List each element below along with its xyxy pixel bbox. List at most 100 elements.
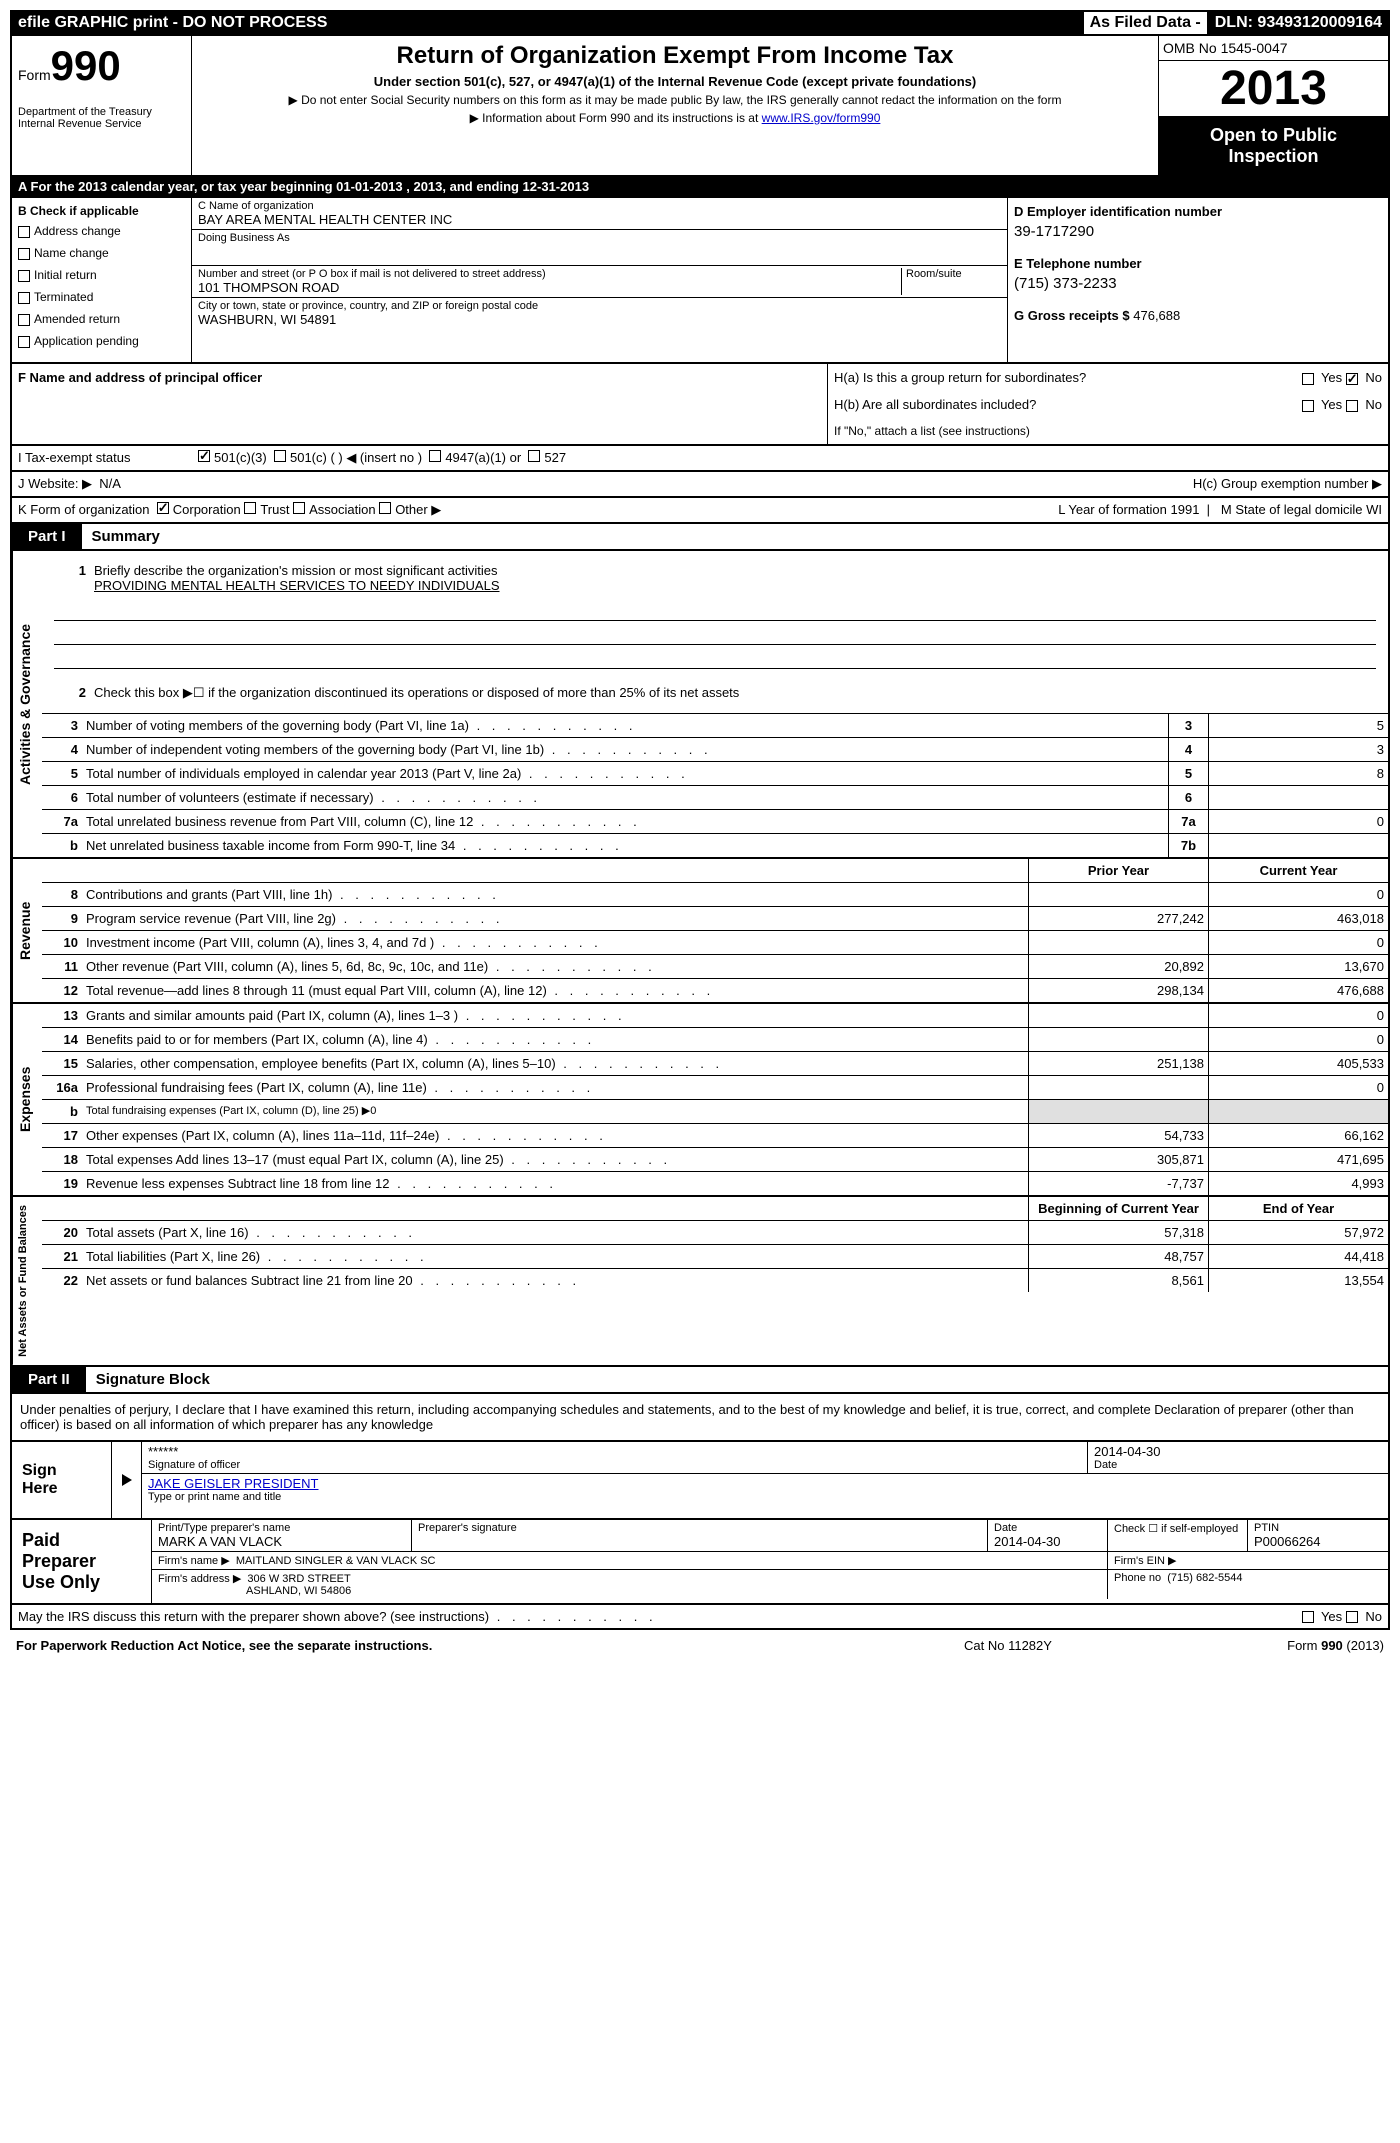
firm-address: 306 W 3RD STREET [247,1573,350,1585]
officer-name: JAKE GEISLER PRESIDENT [148,1476,1382,1491]
netassets-section: Net Assets or Fund Balances Beginning of… [10,1197,1390,1367]
table-row: 15Salaries, other compensation, employee… [42,1052,1388,1076]
chk-address-change[interactable] [18,226,30,238]
unrelated-revenue: 0 [1208,810,1388,833]
firm-phone: (715) 682-5544 [1167,1572,1242,1584]
chk-501c3[interactable] [198,450,210,462]
omb-number: OMB No 1545-0047 [1159,36,1388,61]
irs-link[interactable]: www.IRS.gov/form990 [762,111,881,125]
col-h-group: H(a) Is this a group return for subordin… [828,364,1388,444]
employees: 8 [1208,762,1388,785]
table-row: bTotal fundraising expenses (Part IX, co… [42,1100,1388,1124]
city-state-zip: WASHBURN, WI 54891 [198,312,336,327]
section-fh: F Name and address of principal officer … [10,364,1390,446]
header-left: Form990 Department of the Treasury Inter… [12,36,192,175]
officer-signature: ****** [148,1444,1081,1459]
chk-trust[interactable] [244,502,256,514]
table-row: 17Other expenses (Part IX, column (A), l… [42,1124,1388,1148]
chk-discuss-yes[interactable] [1302,1611,1314,1623]
chk-discuss-no[interactable] [1346,1611,1358,1623]
col-f-officer: F Name and address of principal officer [12,364,828,444]
form-subtitle: Under section 501(c), 527, or 4947(a)(1)… [198,74,1152,89]
street-address: 101 THOMPSON ROAD [198,280,339,295]
table-row: 22Net assets or fund balances Subtract l… [42,1269,1388,1292]
section-bcd: B Check if applicable Address change Nam… [10,198,1390,364]
form-instr2: ▶ Information about Form 990 and its ins… [198,111,1152,125]
chk-501c[interactable] [274,450,286,462]
expenses-section: Expenses 13Grants and similar amounts pa… [10,1004,1390,1197]
unrelated-taxable [1208,834,1388,857]
gross-receipts: 476,688 [1133,308,1180,323]
col-b-checkboxes: B Check if applicable Address change Nam… [12,198,192,362]
header-right: OMB No 1545-0047 2013 Open to PublicInsp… [1158,36,1388,175]
chk-initial-return[interactable] [18,270,30,282]
website-val: N/A [99,476,121,492]
table-row: 10Investment income (Part VIII, column (… [42,931,1388,955]
line-k-formorg: K Form of organization Corporation Trust… [10,498,1390,524]
col-d-ein: D Employer identification number 39-1717… [1008,198,1388,362]
sig-date: 2014-04-30 [1094,1444,1382,1459]
chk-hb-no[interactable] [1346,400,1358,412]
independent-members: 3 [1208,738,1388,761]
chk-terminated[interactable] [18,292,30,304]
form-header: Form990 Department of the Treasury Inter… [10,36,1390,177]
table-row: 8Contributions and grants (Part VIII, li… [42,883,1388,907]
paid-preparer-label: PaidPreparerUse Only [12,1520,152,1603]
chk-name-change[interactable] [18,248,30,260]
revenue-section: Revenue Prior Year Current Year 8Contrib… [10,859,1390,1004]
state-domicile: M State of legal domicile WI [1221,502,1382,517]
chk-other[interactable] [379,502,391,514]
line-i-exempt: I Tax-exempt status 501(c)(3) 501(c) ( )… [10,446,1390,472]
chk-assoc[interactable] [293,502,305,514]
firm-city: ASHLAND, WI 54806 [246,1585,351,1597]
part-i-header: Part I Summary [10,524,1390,551]
table-row: 18Total expenses Add lines 13–17 (must e… [42,1148,1388,1172]
table-row: 21Total liabilities (Part X, line 26)48,… [42,1245,1388,1269]
org-name: BAY AREA MENTAL HEALTH CENTER INC [198,212,452,227]
volunteers [1208,786,1388,809]
dept-treasury: Department of the Treasury [18,106,185,118]
table-row: 20Total assets (Part X, line 16)57,31857… [42,1221,1388,1245]
table-row: 12Total revenue—add lines 8 through 11 (… [42,979,1388,1002]
open-inspection: Open to PublicInspection [1159,117,1388,175]
sig-perjury: Under penalties of perjury, I declare th… [10,1394,1390,1442]
chk-corp[interactable] [157,502,169,514]
chk-ha-no[interactable] [1346,373,1358,385]
voting-members: 5 [1208,714,1388,737]
irs-label: Internal Revenue Service [18,118,185,130]
line-a-period: A For the 2013 calendar year, or tax yea… [10,177,1390,198]
telephone: (715) 373-2233 [1014,275,1382,292]
table-row: 9Program service revenue (Part VIII, lin… [42,907,1388,931]
chk-hb-yes[interactable] [1302,400,1314,412]
table-row: 19Revenue less expenses Subtract line 18… [42,1172,1388,1195]
ptin: P00066264 [1254,1534,1382,1549]
chk-application-pending[interactable] [18,336,30,348]
table-row: 11Other revenue (Part VIII, column (A), … [42,955,1388,979]
page-footer: For Paperwork Reduction Act Notice, see … [10,1630,1390,1661]
top-bar: efile GRAPHIC print - DO NOT PROCESS As … [10,10,1390,36]
table-row: 14Benefits paid to or for members (Part … [42,1028,1388,1052]
table-row: 13Grants and similar amounts paid (Part … [42,1004,1388,1028]
chk-4947[interactable] [429,450,441,462]
sign-here-label: SignHere [12,1442,112,1518]
paid-preparer-block: PaidPreparerUse Only Print/Type preparer… [10,1520,1390,1605]
preparer-name: MARK A VAN VLACK [158,1534,405,1549]
table-row: 16aProfessional fundraising fees (Part I… [42,1076,1388,1100]
ein: 39-1717290 [1014,223,1382,240]
chk-ha-yes[interactable] [1302,373,1314,385]
firm-name: MAITLAND SINGLER & VAN VLACK SC [236,1555,436,1567]
chk-527[interactable] [528,450,540,462]
chk-amended[interactable] [18,314,30,326]
governance-section: Activities & Governance 1 Briefly descri… [10,551,1390,859]
prep-date: 2014-04-30 [994,1534,1101,1549]
mission-text: PROVIDING MENTAL HEALTH SERVICES TO NEED… [94,578,500,593]
year-formation: L Year of formation 1991 [1058,502,1199,517]
part-ii-header: Part II Signature Block [10,1367,1390,1394]
topbar-dln: DLN: 93493120009164 [1209,12,1388,34]
form-number: Form990 [18,42,185,90]
discuss-row: May the IRS discuss this return with the… [10,1605,1390,1630]
topbar-efile: efile GRAPHIC print - DO NOT PROCESS [12,12,1084,34]
form-title: Return of Organization Exempt From Incom… [198,42,1152,70]
line-j-website: J Website: ▶ N/A H(c) Group exemption nu… [10,472,1390,498]
header-center: Return of Organization Exempt From Incom… [192,36,1158,175]
